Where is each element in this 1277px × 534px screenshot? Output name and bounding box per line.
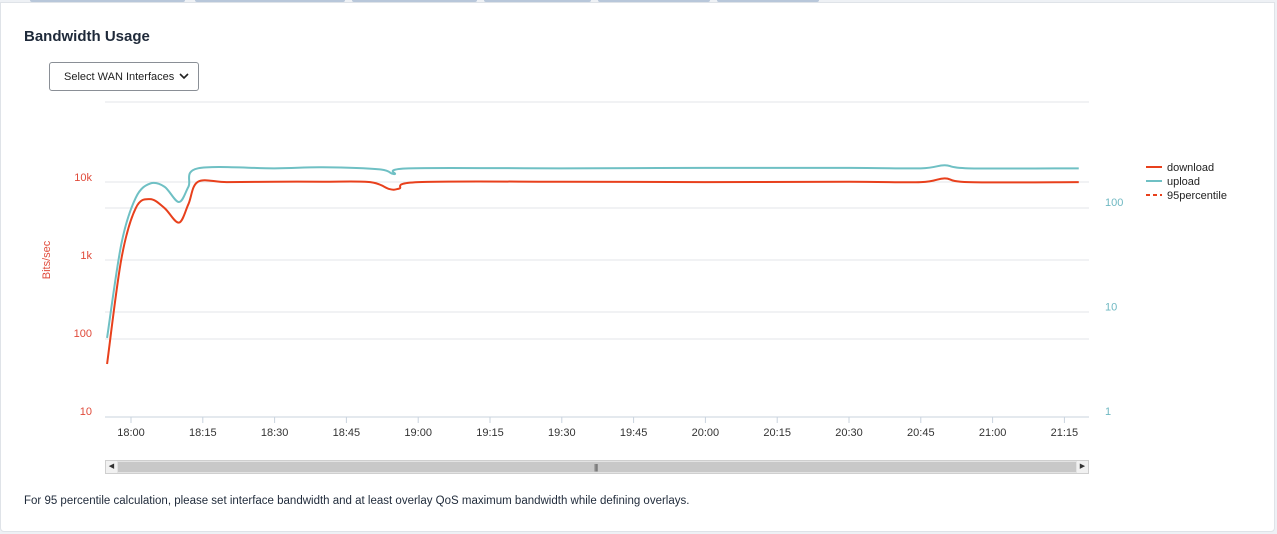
y-right-tick-label: 100 [1105, 197, 1123, 209]
scrollbar-thumb[interactable] [118, 462, 1076, 472]
scroll-right-icon[interactable]: ▶ [1077, 461, 1088, 473]
x-tick-label: 18:00 [117, 427, 145, 439]
footnote-text: For 95 percentile calculation, please se… [24, 495, 690, 507]
panel-title: Bandwidth Usage [24, 28, 150, 45]
tab-1[interactable] [30, 0, 185, 2]
y-right-tick-label: 1 [1105, 406, 1111, 418]
x-tick-label: 18:15 [189, 427, 217, 439]
chart-scrollbar[interactable]: ◀ ▶ ||| [105, 460, 1089, 474]
legend-label-download: download [1167, 162, 1214, 174]
x-tick-label: 18:30 [261, 427, 289, 439]
legend-label-95percentile: 95percentile [1167, 190, 1227, 202]
x-tick-label: 19:15 [476, 427, 504, 439]
legend-label-upload: upload [1167, 176, 1200, 188]
tab-4[interactable] [484, 0, 591, 2]
x-tick-label: 19:00 [404, 427, 432, 439]
y-axis-label: Bits/sec [41, 240, 53, 279]
x-tick-label: 19:45 [620, 427, 648, 439]
x-tick-label: 20:15 [763, 427, 791, 439]
wan-interface-select[interactable]: Select WAN Interfaces [49, 62, 199, 91]
x-tick-label: 20:45 [907, 427, 935, 439]
tab-6[interactable] [717, 0, 819, 2]
x-tick-label: 20:30 [835, 427, 863, 439]
x-tick-label: 20:00 [692, 427, 720, 439]
grip-icon: ||| [594, 463, 598, 472]
y-left-tick-label: 1k [80, 250, 92, 262]
top-tab-strip [0, 0, 1277, 3]
chevron-down-icon [179, 73, 189, 80]
y-left-tick-label: 10k [74, 172, 92, 184]
select-value: Select WAN Interfaces [64, 70, 175, 83]
series-line-upload [106, 164, 1079, 339]
x-tick-label: 18:45 [333, 427, 361, 439]
x-tick-label: 19:30 [548, 427, 576, 439]
scroll-left-icon[interactable]: ◀ [106, 461, 117, 473]
tab-3[interactable] [352, 0, 477, 2]
y-right-tick-label: 10 [1105, 302, 1117, 314]
x-tick-label: 21:00 [979, 427, 1007, 439]
tab-5[interactable] [598, 0, 710, 2]
y-left-tick-label: 100 [74, 328, 92, 340]
x-tick-label: 21:15 [1051, 427, 1079, 439]
tab-2[interactable] [195, 0, 345, 2]
y-left-tick-label: 10 [80, 406, 92, 418]
series-line-download [106, 177, 1079, 365]
